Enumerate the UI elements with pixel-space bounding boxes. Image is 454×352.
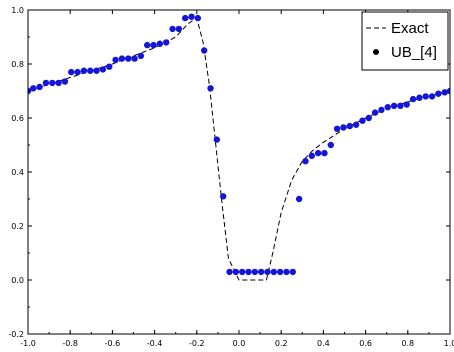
- ub-point: [156, 40, 164, 47]
- x-tick-label: 0.4: [317, 339, 330, 348]
- ub-point: [416, 94, 423, 101]
- x-tick-label: 0.6: [359, 339, 372, 348]
- plot-area: [28, 13, 450, 281]
- x-tick-label: -1.0: [20, 339, 36, 348]
- ub-point: [207, 85, 214, 92]
- ub-point: [30, 85, 37, 92]
- ub-point: [118, 55, 126, 62]
- legend: Exact UB_[4]: [361, 11, 449, 71]
- ub-point: [283, 268, 290, 276]
- ub-point: [226, 268, 233, 276]
- ub-point: [238, 268, 246, 276]
- ub-point: [384, 104, 391, 111]
- ub-point: [378, 106, 385, 114]
- ub-point: [213, 136, 221, 143]
- ub-point: [352, 121, 360, 128]
- x-tick-label: -0.2: [189, 339, 205, 348]
- ub-point: [270, 268, 278, 276]
- ub-point: [340, 124, 347, 131]
- y-tick-label: 0.0: [11, 276, 24, 285]
- ub-point: [49, 79, 56, 87]
- ub-point: [61, 78, 69, 85]
- ub-point: [435, 90, 442, 97]
- ub-point: [333, 125, 341, 132]
- ub-point: [257, 268, 265, 276]
- axes: -1.0 -0.8 -0.6 -0.4 -0.2 0.0 0.2 0.4 0.6 0.8 1.0 -0…: [8, 6, 454, 348]
- ub-point: [359, 117, 366, 124]
- ub-point: [371, 109, 379, 116]
- ub-point: [137, 52, 145, 60]
- ub-point: [446, 87, 450, 95]
- ub-point: [106, 63, 113, 70]
- legend-ub-swatch: [373, 49, 379, 55]
- ub-point: [276, 268, 284, 276]
- ub-point: [308, 152, 315, 159]
- ub-point: [200, 47, 208, 54]
- y-tick-label: 0.8: [11, 60, 24, 69]
- ub-point: [251, 268, 259, 276]
- ub-point: [390, 102, 398, 110]
- ub-point: [181, 14, 189, 22]
- ub-point: [219, 193, 227, 200]
- ub-point: [302, 158, 309, 165]
- ub-point: [428, 93, 436, 100]
- x-tick-label: 1.0: [444, 339, 454, 348]
- ub-point: [245, 268, 252, 276]
- ub-point: [346, 122, 353, 130]
- x-tick-label: -0.8: [62, 339, 78, 348]
- ub-point: [422, 93, 429, 100]
- ub-point: [99, 66, 107, 73]
- ub-point: [365, 114, 372, 122]
- ub-point: [68, 68, 75, 76]
- x-tick-label: -0.6: [105, 339, 121, 348]
- y-tick-label: -0.2: [8, 330, 24, 339]
- x-tick-label: 0.0: [233, 339, 246, 348]
- ub-point: [409, 95, 417, 103]
- ub-point: [112, 56, 119, 64]
- ub-point: [80, 67, 88, 74]
- legend-box: [361, 11, 449, 71]
- ub-point: [93, 67, 100, 74]
- ub-point: [36, 83, 43, 91]
- ub-point: [194, 14, 202, 22]
- y-tick-label: 0.4: [11, 168, 24, 177]
- ub-point: [42, 79, 50, 87]
- y-tick-label: 0.6: [11, 114, 24, 123]
- ub-point: [403, 101, 410, 108]
- ub-point: [321, 149, 328, 157]
- ub-point: [264, 268, 271, 276]
- x-tick-label: 0.2: [275, 339, 288, 348]
- ub-point: [188, 13, 195, 20]
- y-tick-label: 0.2: [11, 222, 24, 231]
- ub-point: [232, 268, 240, 276]
- y-tick-label: 1.0: [11, 6, 24, 15]
- x-tick-label: 0.8: [401, 339, 414, 348]
- ub-point: [144, 41, 151, 49]
- ub-point: [55, 79, 62, 87]
- ub-point: [314, 149, 322, 157]
- ub-point: [175, 25, 183, 33]
- legend-exact-label: Exact: [391, 20, 429, 37]
- ub-point: [397, 102, 404, 110]
- ub-point: [163, 39, 170, 46]
- ub-point: [131, 55, 138, 62]
- ub-point: [125, 55, 132, 62]
- ub-point: [87, 67, 94, 74]
- legend-ub-label: UB_[4]: [391, 44, 437, 61]
- x-tick-label: -0.4: [147, 339, 163, 348]
- ub-point: [295, 195, 303, 203]
- ub-point: [169, 25, 176, 33]
- ub-point: [289, 268, 297, 276]
- ub-point: [150, 41, 157, 49]
- ub-point: [327, 141, 334, 149]
- ub-point: [74, 68, 81, 76]
- ub-point: [441, 89, 448, 96]
